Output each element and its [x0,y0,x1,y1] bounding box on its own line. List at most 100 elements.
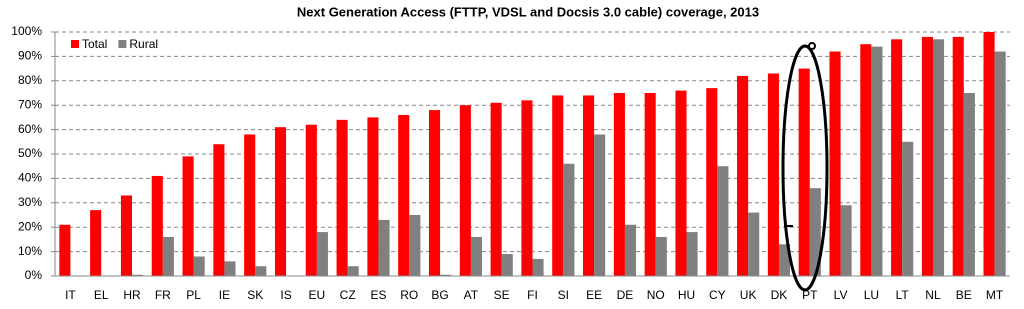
bar [398,114,410,277]
bar [490,102,502,276]
x-tick-label: IE [219,288,230,302]
bar [428,110,441,276]
legend-label: Total [82,37,107,51]
x-tick-label: SK [247,288,263,302]
bar [459,105,471,276]
bar [963,93,975,276]
bar [902,141,914,276]
x-tick-label: EL [94,288,109,302]
x-tick-label: FR [155,288,171,302]
bar [717,166,729,276]
bar [255,266,267,276]
bar [378,219,390,276]
x-tick-label: LU [864,288,879,302]
bar [213,144,225,276]
bar [952,36,964,276]
x-tick-label: HU [678,288,695,302]
y-tick-label: 0% [25,268,43,282]
bar [860,44,872,277]
y-tick-label: 100% [11,24,42,38]
bar [891,39,903,276]
bar [305,124,317,276]
bar [274,127,287,276]
bar [244,134,256,276]
bar [151,175,163,276]
x-tick-label: IS [280,288,291,302]
x-tick-label: AT [464,288,479,302]
bar [829,51,841,276]
y-tick-label: 20% [18,219,42,233]
bar [120,195,133,276]
ellipse-end [808,42,816,50]
bar [90,210,102,276]
x-tick-label: DE [617,288,634,302]
x-tick-label: LT [896,288,910,302]
bar [162,236,174,276]
bar [563,163,575,276]
highlight-ellipse [781,44,829,292]
bar [316,232,328,276]
bar [470,236,482,276]
x-tick-label: SE [494,288,510,302]
legend-marker [71,40,79,48]
bar [59,224,71,276]
y-tick-label: 80% [18,73,42,87]
x-tick-label: NL [925,288,941,302]
bar [594,134,606,276]
bar [675,90,687,276]
legend-marker [118,40,127,48]
x-tick-label: IT [65,288,76,302]
x-tick-label: CY [709,288,726,302]
x-tick-label: NO [647,288,665,302]
y-tick-label: 40% [18,171,42,185]
y-tick-label: 50% [18,146,42,160]
bar [347,266,359,276]
bar [655,236,667,276]
bar [932,39,945,276]
x-tick-label: LV [834,288,848,302]
x-tick-label: BE [956,288,972,302]
x-tick-label: DK [771,288,788,302]
bar [767,73,779,276]
bar [440,274,452,276]
bar [840,205,852,276]
x-tick-label: PL [186,288,201,302]
legend-label: Rural [129,37,158,51]
x-tick-label: CZ [340,288,356,302]
bar [644,93,656,276]
bar [798,68,810,276]
bar [367,117,379,277]
y-tick-label: 60% [18,122,42,136]
bar [521,100,533,276]
x-tick-label: EE [586,288,602,302]
bar [336,119,348,276]
bar [182,156,194,276]
y-tick-label: 70% [18,97,42,111]
bar [871,46,883,276]
y-tick-label: 10% [18,244,42,258]
x-tick-label: BG [431,288,448,302]
bar [778,244,791,276]
x-tick-label: FI [527,288,538,302]
x-tick-label: UK [740,288,757,302]
bar [994,51,1006,276]
x-tick-label: PT [802,288,818,302]
y-tick-label: 90% [18,49,42,63]
bar [583,95,595,276]
x-tick-label: SI [558,288,569,302]
bar [686,232,698,276]
bar [613,93,625,276]
bar [921,36,933,276]
bar [624,224,637,276]
chart-title: Next Generation Access (FTTP, VDSL and D… [297,4,759,19]
bar [552,95,564,276]
bar [706,88,718,277]
y-tick-label: 30% [18,195,42,209]
bar [737,75,749,276]
x-tick-label: EU [309,288,326,302]
bar [983,32,995,276]
bar [501,254,513,276]
bar [132,274,144,276]
x-tick-label: ES [370,288,386,302]
